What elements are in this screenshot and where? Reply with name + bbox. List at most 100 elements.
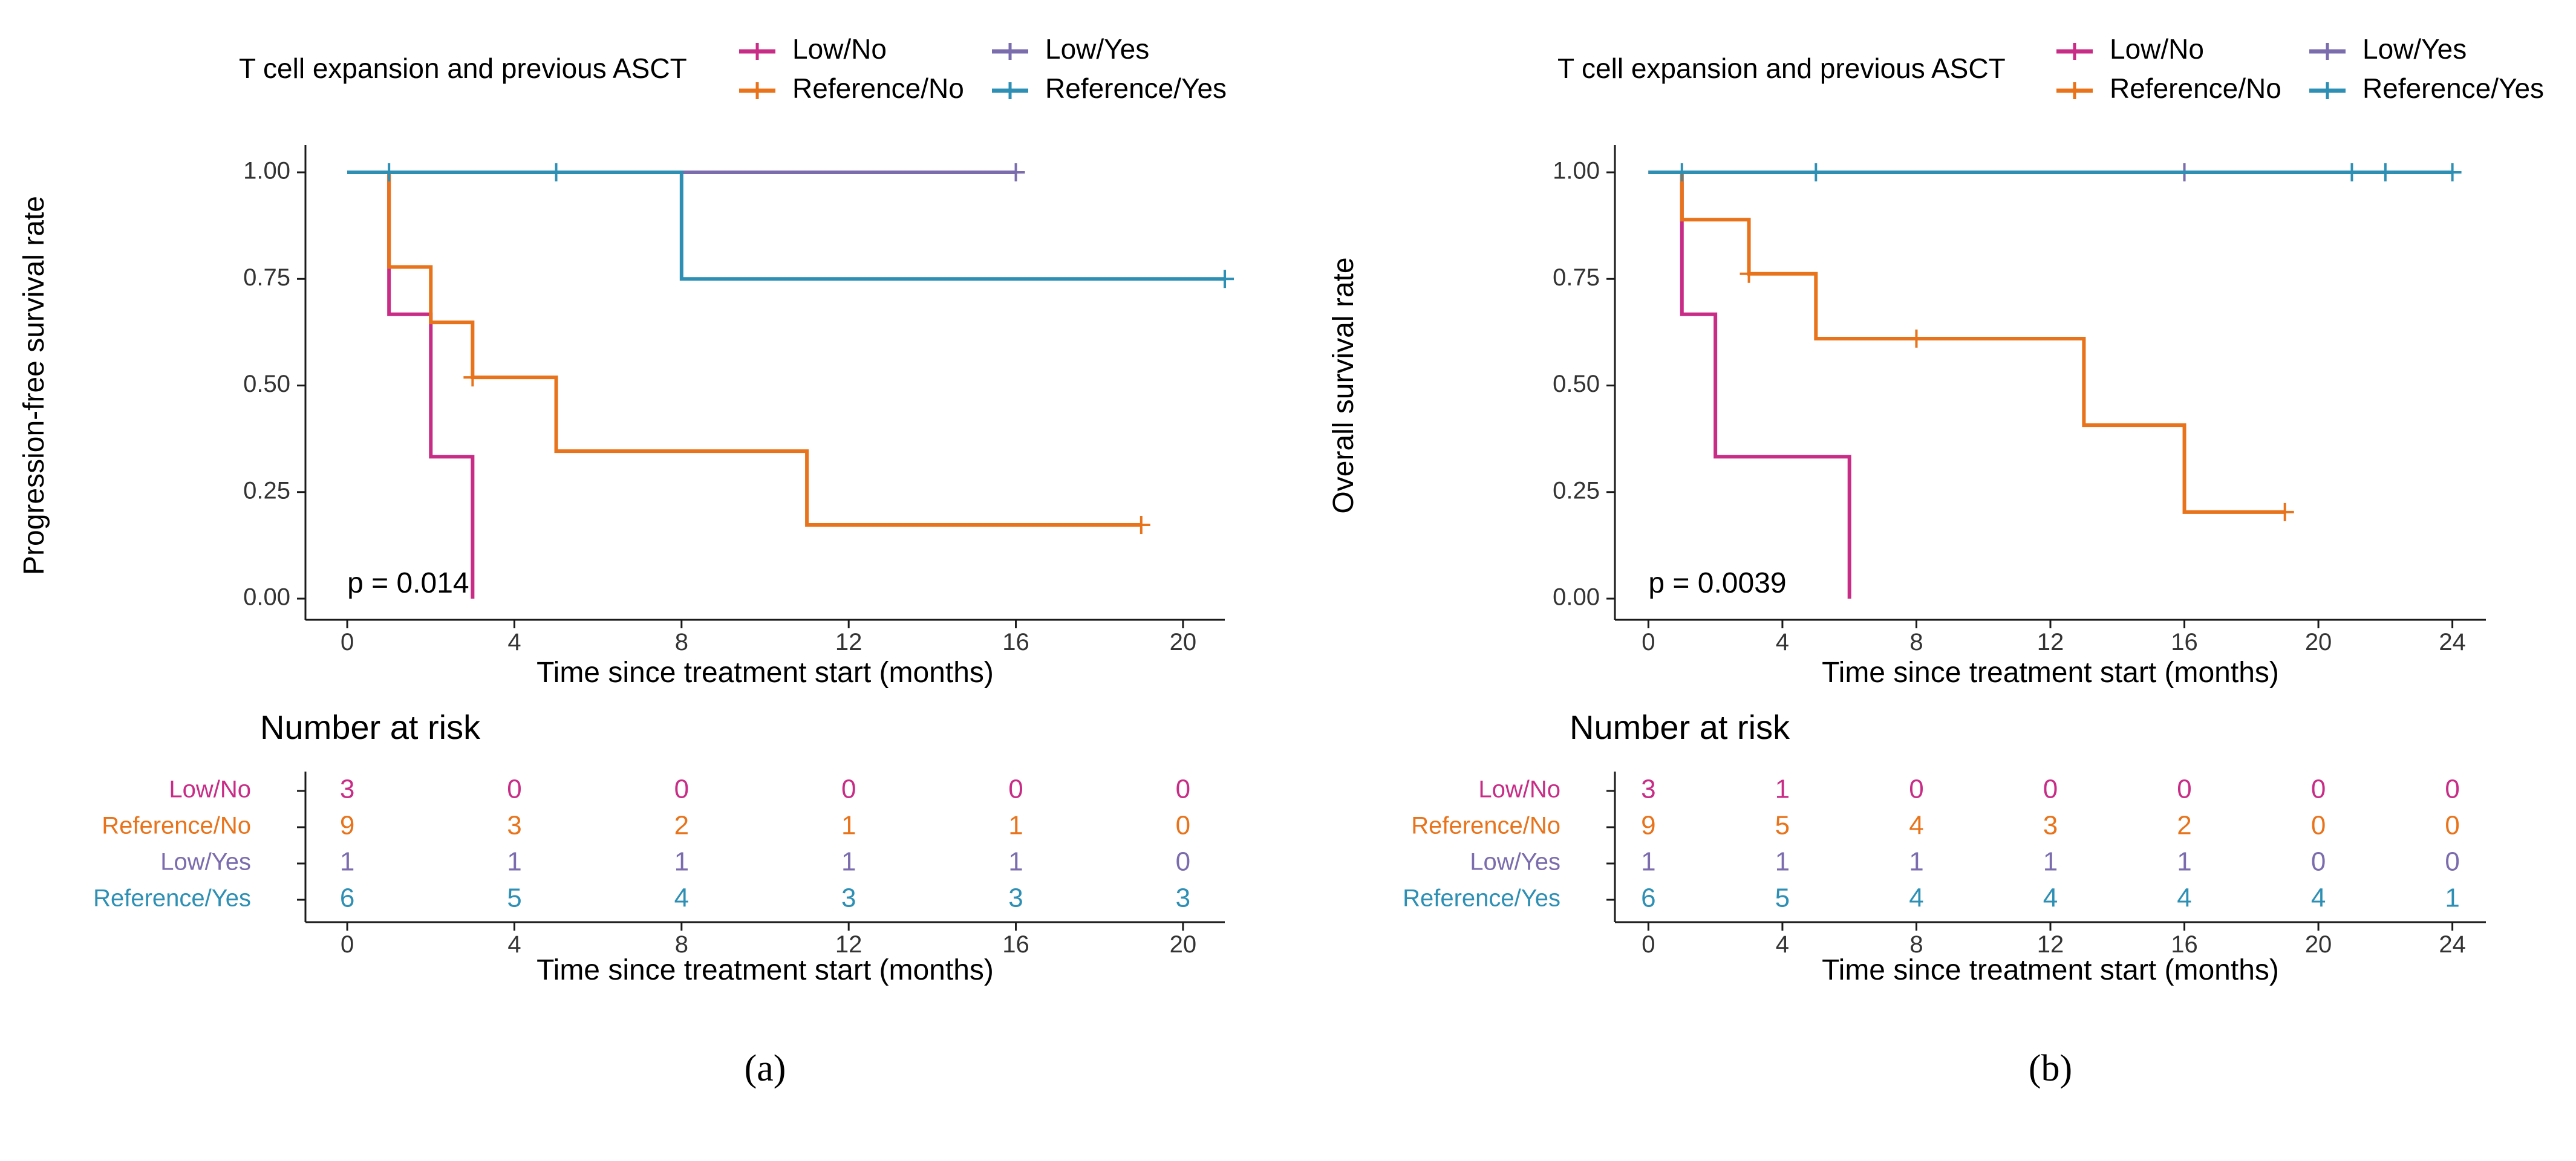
legend-label-low-no: Low/No — [2110, 33, 2204, 65]
risk-count-reference-no: 3 — [507, 811, 521, 841]
x-tick-label: 12 — [2037, 629, 2064, 655]
legend: T cell expansion and previous ASCT Low/No… — [239, 33, 1227, 104]
risk-x-tick-label: 16 — [2171, 931, 2198, 958]
risk-x-tick-label: 4 — [507, 931, 521, 958]
risk-count-low-yes: 1 — [1909, 847, 1923, 877]
risk-table: Number at risk Low/No 3 0 0 0 0 0 Reference/No 9 3… — [93, 708, 1225, 986]
risk-count-reference-yes: 4 — [2177, 883, 2191, 913]
panel-b: T cell expansion and previous ASCT Low/No… — [1328, 33, 2544, 1089]
x-tick-label: 0 — [341, 629, 354, 655]
legend-item-reference-no: Reference/No — [739, 73, 964, 104]
legend-title: T cell expansion and previous ASCT — [1557, 53, 2006, 84]
risk-count-reference-no: 9 — [340, 811, 354, 841]
risk-count-reference-yes: 6 — [1641, 883, 1655, 913]
plot-axes: 0.00 0.25 0.50 0.75 1.00 0 4 8 12 16 20 24 Time sinc… — [1328, 145, 2486, 689]
legend-item-reference-yes: Reference/Yes — [992, 73, 1227, 104]
x-tick-label: 0 — [1642, 629, 1655, 655]
risk-count-low-no: 0 — [507, 775, 521, 804]
risk-count-low-yes: 1 — [1641, 847, 1655, 877]
legend-item-reference-yes: Reference/Yes — [2309, 73, 2544, 104]
legend-item-reference-no: Reference/No — [2056, 73, 2281, 104]
y-axis-title: Progression-free survival rate — [18, 196, 50, 575]
risk-count-reference-no: 0 — [1176, 811, 1190, 841]
survival-curves — [347, 163, 1234, 599]
x-tick-label: 24 — [2439, 629, 2466, 655]
risk-x-tick-label: 16 — [1002, 931, 1029, 958]
risk-x-tick-label: 20 — [2305, 931, 2332, 958]
risk-count-reference-yes: 4 — [1909, 883, 1923, 913]
risk-count-reference-yes: 3 — [1176, 883, 1190, 913]
risk-count-low-no: 1 — [1775, 775, 1790, 804]
risk-x-tick-label: 8 — [675, 931, 688, 958]
risk-row-label-reference-no: Reference/No — [102, 813, 251, 839]
risk-row-label-reference-yes: Reference/Yes — [1403, 885, 1560, 912]
p-value-label: p = 0.014 — [347, 567, 469, 599]
legend-item-low-no: Low/No — [739, 33, 887, 65]
risk-count-reference-no: 4 — [1909, 811, 1923, 841]
risk-count-reference-yes: 3 — [1008, 883, 1023, 913]
km-curve-reference-no — [1648, 171, 2285, 514]
y-tick-label: 0.50 — [243, 371, 290, 397]
risk-count-low-yes: 0 — [1176, 847, 1190, 877]
risk-row-label-low-no: Low/No — [169, 776, 251, 803]
risk-x-tick-label: 0 — [341, 931, 354, 958]
risk-count-reference-no: 2 — [2177, 811, 2191, 841]
x-tick-label: 20 — [2305, 629, 2332, 655]
risk-count-reference-no: 1 — [841, 811, 856, 841]
risk-x-tick-label: 12 — [2037, 931, 2064, 958]
risk-x-axis-title: Time since treatment start (months) — [1822, 954, 2279, 986]
p-value-label: p = 0.0039 — [1648, 567, 1786, 599]
risk-x-tick-label: 20 — [1170, 931, 1197, 958]
risk-x-tick-label: 24 — [2439, 931, 2466, 958]
risk-count-reference-yes: 4 — [674, 883, 689, 913]
risk-count-low-no: 0 — [1909, 775, 1923, 804]
risk-x-tick-label: 4 — [1776, 931, 1789, 958]
risk-count-low-yes: 1 — [841, 847, 856, 877]
risk-count-low-no: 0 — [2177, 775, 2191, 804]
plot-axes: 0.00 0.25 0.50 0.75 1.00 0 4 8 12 16 20 Time since … — [18, 145, 1225, 689]
legend-label-low-no: Low/No — [792, 33, 887, 65]
x-tick-label: 8 — [1909, 629, 1923, 655]
legend-label-reference-no: Reference/No — [792, 73, 964, 104]
y-tick-label: 0.00 — [243, 584, 290, 611]
panel-a: T cell expansion and previous ASCT Low/No… — [18, 33, 1234, 1089]
x-tick-label: 16 — [1002, 629, 1029, 655]
x-axis-title: Time since treatment start (months) — [1822, 657, 2279, 689]
risk-table-title: Number at risk — [260, 708, 481, 746]
risk-row-label-reference-no: Reference/No — [1411, 813, 1560, 839]
risk-count-low-no: 0 — [2043, 775, 2058, 804]
km-curve-reference-no — [347, 171, 1141, 527]
y-tick-label: 0.75 — [1553, 264, 1600, 291]
x-tick-label: 4 — [1776, 629, 1789, 655]
risk-table-title: Number at risk — [1570, 708, 1790, 746]
legend-label-low-yes: Low/Yes — [2362, 33, 2467, 65]
risk-count-reference-yes: 6 — [340, 883, 354, 913]
x-axis-title: Time since treatment start (months) — [536, 657, 994, 689]
x-tick-label: 8 — [675, 629, 688, 655]
legend: T cell expansion and previous ASCT Low/No… — [1557, 33, 2544, 104]
risk-count-reference-yes: 5 — [1775, 883, 1790, 913]
risk-row-label-low-yes: Low/Yes — [1470, 849, 1560, 876]
risk-count-low-yes: 1 — [2043, 847, 2058, 877]
risk-count-reference-no: 3 — [2043, 811, 2058, 841]
y-tick-label: 1.00 — [1553, 158, 1600, 184]
risk-x-tick-label: 8 — [1909, 931, 1923, 958]
risk-count-low-no: 0 — [1176, 775, 1190, 804]
legend-item-low-yes: Low/Yes — [2309, 33, 2467, 65]
x-tick-label: 4 — [507, 629, 521, 655]
risk-x-tick-label: 0 — [1642, 931, 1655, 958]
risk-x-axis-title: Time since treatment start (months) — [536, 954, 994, 986]
y-tick-label: 0.25 — [243, 477, 290, 504]
x-tick-label: 12 — [835, 629, 862, 655]
risk-count-reference-no: 5 — [1775, 811, 1790, 841]
y-tick-label: 0.75 — [243, 264, 290, 291]
risk-count-low-yes: 1 — [2177, 847, 2191, 877]
legend-label-reference-yes: Reference/Yes — [1045, 73, 1227, 104]
risk-count-reference-yes: 5 — [507, 883, 521, 913]
y-tick-label: 1.00 — [243, 158, 290, 184]
risk-count-low-yes: 1 — [507, 847, 521, 877]
risk-count-low-yes: 0 — [2445, 847, 2459, 877]
risk-count-reference-yes: 1 — [2445, 883, 2459, 913]
risk-count-low-yes: 0 — [2311, 847, 2326, 877]
